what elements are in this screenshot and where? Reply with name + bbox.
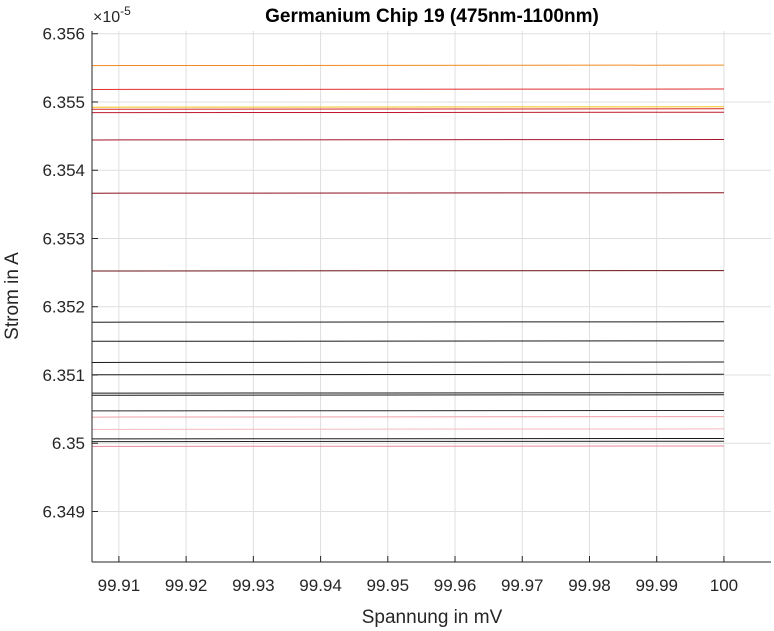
y-tick-label: 6.351 — [42, 366, 85, 385]
y-tick-labels: 6.349 6.35 6.351 6.352 6.353 6.354 6.355 6.356 — [42, 25, 85, 522]
x-tick-label: 99.91 — [98, 576, 141, 595]
y-tick-label: 6.352 — [42, 298, 85, 317]
grid-lines — [92, 31, 771, 562]
series-line-9 — [92, 321, 724, 323]
x-tick-label: 99.99 — [635, 576, 678, 595]
y-exponent-label: ×10-5 — [93, 4, 131, 26]
x-axis-title: Spannung in mV — [362, 607, 503, 628]
x-tick-label: 99.98 — [568, 576, 611, 595]
y-tick-label: 6.356 — [42, 25, 85, 44]
series-line-14 — [92, 394, 724, 396]
series-line-2 — [92, 88, 724, 90]
series-line-8 — [92, 270, 724, 272]
x-tick-label: 99.97 — [501, 576, 544, 595]
series-line-15 — [92, 409, 724, 412]
y-tick-label: 6.353 — [42, 229, 85, 248]
series-line-3 — [92, 106, 724, 108]
x-tick-labels: 99.91 99.92 99.93 99.94 99.95 99.96 99.97 99.98… — [98, 576, 739, 595]
plot-area — [92, 31, 771, 562]
x-tick-label: 99.94 — [299, 576, 342, 595]
series-line-7 — [92, 192, 724, 194]
series-line-12 — [92, 373, 724, 376]
series-line-10 — [92, 340, 724, 342]
y-tick-label: 6.354 — [42, 161, 85, 180]
series-line-6 — [92, 139, 724, 141]
x-tick-label: 100 — [710, 576, 738, 595]
series-line-5 — [92, 111, 724, 114]
x-tick-label: 99.96 — [434, 576, 477, 595]
series-group — [92, 64, 724, 447]
series-line-18 — [92, 437, 724, 440]
series-line-19 — [92, 440, 724, 443]
y-axis-title: Strom in A — [2, 252, 23, 340]
series-line-16 — [92, 416, 724, 418]
series-line-4 — [92, 108, 724, 110]
y-tick-label: 6.355 — [42, 93, 85, 112]
x-tick-label: 99.93 — [232, 576, 275, 595]
series-line-17 — [92, 428, 724, 430]
x-tick-label: 99.95 — [367, 576, 410, 595]
chart-title: Germanium Chip 19 (475nm-1100nm) — [265, 6, 599, 27]
axes — [91, 31, 771, 563]
series-line-11 — [92, 361, 724, 363]
series-line-13 — [92, 392, 724, 394]
x-tick-label: 99.92 — [165, 576, 208, 595]
series-line-1 — [92, 64, 724, 67]
y-tick-label: 6.35 — [52, 434, 85, 453]
y-tick-label: 6.349 — [42, 502, 85, 521]
series-line-20 — [92, 445, 724, 447]
